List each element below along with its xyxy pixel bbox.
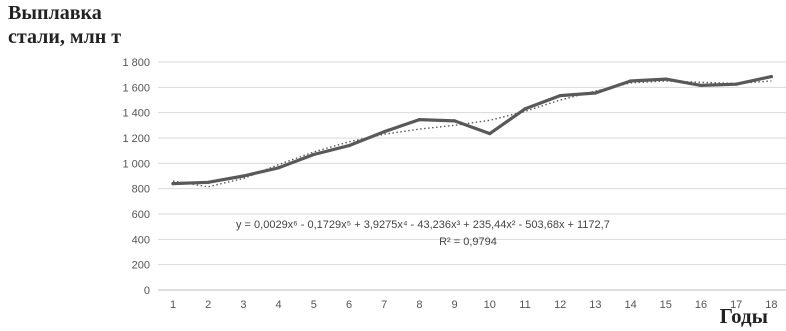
data-point	[417, 118, 421, 122]
data-point	[453, 119, 457, 123]
data-point	[629, 79, 633, 83]
x-tick-label: 9	[452, 299, 458, 311]
x-tick-label: 3	[240, 299, 246, 311]
x-tick-label: 10	[484, 299, 496, 311]
data-point	[558, 93, 562, 98]
x-tick-label: 17	[730, 299, 742, 311]
x-tick-label: 16	[695, 299, 707, 311]
x-tick-label: 5	[311, 299, 317, 311]
data-point	[769, 74, 774, 79]
series-line	[171, 74, 774, 186]
y-tick-label: 400	[132, 234, 150, 246]
data-point	[347, 144, 351, 148]
data-point	[206, 180, 210, 184]
data-point	[593, 91, 598, 95]
x-tick-label: 2	[205, 299, 211, 311]
data-point	[664, 77, 668, 81]
x-tick-label: 15	[660, 299, 672, 311]
y-tick-label: 1 400	[122, 108, 150, 120]
y-tick-label: 1 800	[122, 57, 150, 69]
y-tick-label: 600	[132, 209, 150, 221]
data-point	[523, 107, 527, 111]
data-point	[277, 166, 281, 170]
x-tick-label: 14	[624, 299, 636, 311]
data-point	[734, 82, 738, 86]
data-point	[171, 182, 175, 186]
y-axis-title-line-1: Выплавка	[8, 2, 102, 24]
x-axis-title: Годы	[719, 304, 768, 328]
y-tick-label: 1 600	[122, 82, 150, 94]
data-point	[241, 174, 245, 178]
x-tick-label: 4	[276, 299, 282, 311]
x-tick-label: 11	[519, 299, 530, 311]
y-tick-label: 200	[132, 260, 150, 272]
x-tick-label: 18	[765, 299, 777, 311]
x-tick-label: 7	[381, 299, 387, 311]
y-tick-label: 1 000	[122, 158, 150, 170]
y-tick-label: 1 200	[122, 133, 150, 145]
x-tick-label: 13	[589, 299, 601, 311]
x-tick-label: 12	[554, 299, 566, 311]
x-tick-label: 6	[346, 299, 352, 311]
y-tick-label: 0	[144, 285, 150, 297]
x-tick-label: 8	[416, 299, 422, 311]
trendline-equation: y = 0,0029x⁶ - 0,1729x⁵ + 3,9275x⁴ - 43,…	[236, 219, 610, 231]
x-tick-label: 1	[170, 299, 176, 311]
data-point	[699, 83, 703, 88]
y-axis-title-line-2: стали, млн т	[8, 26, 122, 48]
data-point	[488, 131, 492, 136]
data-point	[382, 130, 386, 134]
r-squared-label: R² = 0,9794	[439, 236, 497, 248]
y-tick-label: 800	[132, 184, 150, 196]
data-point	[312, 152, 316, 157]
